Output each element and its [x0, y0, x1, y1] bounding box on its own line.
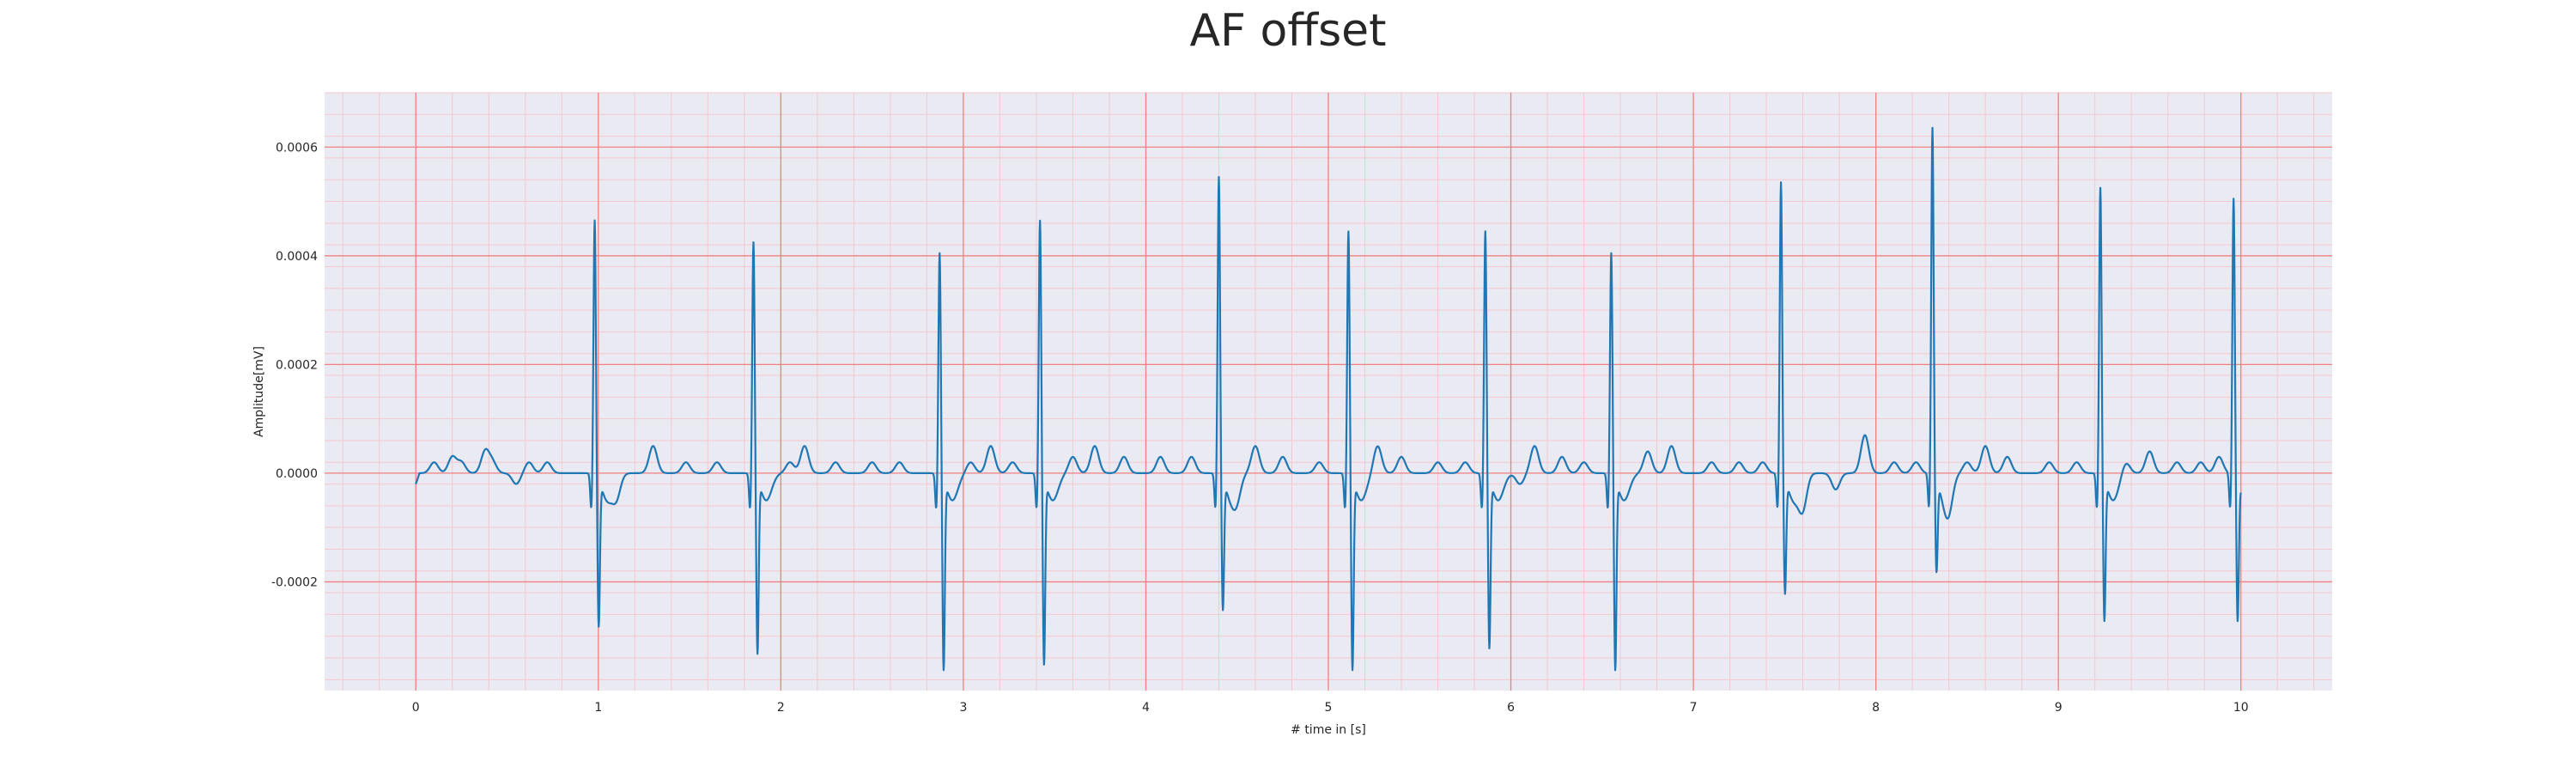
x-tick-label: 4	[1142, 701, 1150, 715]
y-tick-label: -0.0002	[271, 575, 318, 589]
y-tick-label: 0.0004	[276, 250, 318, 264]
x-tick-label: 0	[412, 701, 420, 715]
y-axis-label: Amplitude[mV]	[252, 346, 266, 437]
x-tick-label: 3	[959, 701, 967, 715]
x-axis-ticks: 0 1 2 3 4 5 6 7 8 9 10	[412, 701, 2249, 715]
y-tick-label: 0.0002	[276, 358, 318, 372]
y-tick-label: 0.0006	[276, 141, 318, 155]
x-tick-label: 7	[1690, 701, 1698, 715]
x-axis-label: # time in [s]	[1291, 723, 1366, 737]
y-tick-label: 0.0000	[276, 467, 318, 481]
x-tick-label: 5	[1325, 701, 1333, 715]
x-tick-label: 8	[1872, 701, 1880, 715]
x-tick-label: 9	[2055, 701, 2063, 715]
x-tick-label: 10	[2233, 701, 2249, 715]
x-tick-label: 2	[777, 701, 785, 715]
y-axis-ticks: -0.0002 0.0000 0.0002 0.0004 0.0006	[271, 141, 318, 589]
x-tick-label: 1	[594, 701, 602, 715]
x-tick-label: 6	[1507, 701, 1515, 715]
